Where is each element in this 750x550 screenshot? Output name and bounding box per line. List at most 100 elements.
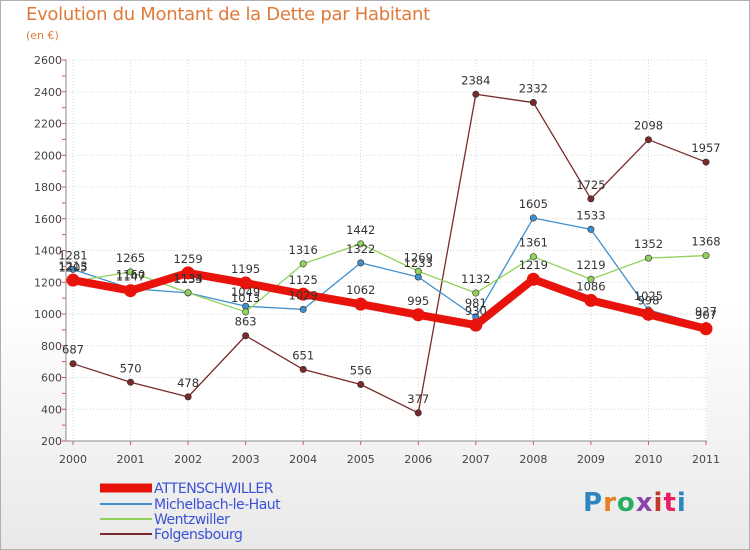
data-label-folgensbourg: 1725 (576, 178, 605, 192)
data-point-attenschwiller (526, 272, 540, 286)
data-point-wentzwiller (127, 268, 135, 276)
data-label-folgensbourg: 478 (177, 376, 199, 390)
y-tick-label: 1600 (34, 213, 62, 226)
data-point-wentzwiller (414, 267, 422, 275)
data-label-michelbach-le-haut: 1133 (173, 272, 202, 286)
data-label-wentzwiller: 1352 (634, 237, 663, 251)
data-label-folgensbourg: 2098 (634, 119, 663, 133)
data-point-folgensbourg (414, 409, 422, 417)
data-label-attenschwiller: 998 (637, 293, 659, 307)
x-tick-label: 2006 (404, 453, 432, 466)
data-point-michelbach-le-haut (529, 214, 537, 222)
data-label-folgensbourg: 1957 (691, 141, 720, 155)
data-point-attenschwiller (181, 266, 195, 280)
y-tick-label: 1200 (34, 276, 62, 289)
data-point-wentzwiller (644, 254, 652, 262)
data-label-attenschwiller: 1195 (231, 262, 260, 276)
data-point-wentzwiller (702, 252, 710, 260)
data-label-wentzwiller: 1361 (519, 236, 548, 250)
y-tick-label: 1400 (34, 245, 62, 258)
data-label-folgensbourg: 377 (407, 392, 429, 406)
data-label-wentzwiller: 1265 (116, 251, 145, 265)
chart-subtitle: (en €) (26, 29, 59, 42)
data-label-folgensbourg: 651 (292, 348, 314, 362)
x-tick-label: 2008 (519, 453, 547, 466)
data-label-michelbach-le-haut: 1049 (231, 285, 260, 299)
data-point-attenschwiller (469, 318, 483, 332)
data-label-attenschwiller: 1219 (519, 258, 548, 272)
y-tick-label: 1800 (34, 181, 62, 194)
data-point-folgensbourg (242, 332, 250, 340)
series-line-folgensbourg (72, 93, 707, 414)
data-label-wentzwiller: 1132 (461, 272, 490, 286)
series-line-michelbach-le-haut (72, 217, 707, 327)
data-label-wentzwiller: 1442 (346, 223, 375, 237)
data-label-michelbach-le-haut: 981 (465, 296, 487, 310)
y-tick-label: 2000 (34, 149, 62, 162)
data-point-folgensbourg (299, 365, 307, 373)
data-point-attenschwiller (239, 276, 253, 290)
data-point-wentzwiller (299, 260, 307, 268)
legend-label-wentzwiller: Wentzwiller (154, 512, 230, 528)
series-line-wentzwiller (72, 243, 707, 313)
series-line-attenschwiller (69, 268, 710, 333)
y-tick-label: 1000 (34, 308, 62, 321)
x-tick-label: 2009 (577, 453, 605, 466)
data-point-attenschwiller (296, 287, 310, 301)
data-point-wentzwiller (357, 240, 365, 248)
proxiti-logo: Proxiti (583, 488, 687, 518)
data-point-wentzwiller (587, 275, 595, 283)
data-label-attenschwiller: 1062 (346, 283, 375, 297)
data-point-attenschwiller (584, 293, 598, 307)
y-tick-label: 200 (41, 435, 62, 448)
data-point-folgensbourg (127, 378, 135, 386)
data-label-michelbach-le-haut: 1233 (404, 256, 433, 270)
data-point-wentzwiller (242, 308, 250, 316)
data-label-attenschwiller: 1125 (289, 273, 318, 287)
data-label-michelbach-le-haut: 927 (695, 305, 717, 319)
data-point-folgensbourg (472, 90, 480, 98)
data-label-folgensbourg: 556 (350, 363, 372, 377)
logo-letter: x (635, 488, 654, 518)
data-label-folgensbourg: 2384 (461, 73, 490, 87)
data-label-folgensbourg: 2332 (519, 82, 548, 96)
y-tick-label: 2400 (34, 86, 62, 99)
data-label-wentzwiller: 1269 (404, 250, 433, 264)
data-label-attenschwiller: 1259 (173, 252, 202, 266)
data-label-michelbach-le-haut: 1281 (58, 248, 87, 262)
data-point-folgensbourg (69, 360, 77, 368)
data-label-attenschwiller: 930 (465, 304, 487, 318)
legend-label-folgensbourg: Folgensbourg (154, 527, 242, 543)
data-point-folgensbourg (184, 393, 192, 401)
y-tick-label: 400 (41, 403, 62, 416)
legend-label-michelbach-le-haut: Michelbach-le-Haut (154, 497, 281, 513)
x-tick-label: 2000 (59, 453, 87, 466)
legend-label-attenschwiller: ATTENSCHWILLER (154, 481, 274, 497)
data-point-michelbach-le-haut (587, 225, 595, 233)
data-label-attenschwiller: 1213 (58, 259, 87, 273)
y-tick-label: 600 (41, 372, 62, 385)
data-point-attenschwiller (66, 273, 80, 287)
chart-title: Evolution du Montant de la Dette par Hab… (26, 4, 430, 25)
data-point-michelbach-le-haut (299, 305, 307, 313)
logo-letter: P (583, 488, 604, 518)
data-label-attenschwiller: 1086 (576, 279, 605, 293)
data-point-folgensbourg (529, 99, 537, 107)
data-label-wentzwiller: 1219 (576, 258, 605, 272)
data-label-wentzwiller: 1013 (231, 291, 260, 305)
data-label-attenschwiller: 995 (407, 294, 429, 308)
y-tick-label: 800 (41, 340, 62, 353)
data-point-wentzwiller (184, 289, 192, 297)
data-label-michelbach-le-haut: 1160 (116, 268, 145, 282)
data-point-wentzwiller (529, 253, 537, 261)
data-point-wentzwiller (472, 289, 480, 297)
data-label-attenschwiller: 907 (695, 308, 717, 322)
x-tick-label: 2001 (117, 453, 145, 466)
x-tick-label: 2010 (634, 453, 662, 466)
x-tick-label: 2003 (232, 453, 260, 466)
data-point-attenschwiller (411, 308, 425, 322)
data-label-folgensbourg: 863 (235, 315, 257, 329)
x-tick-label: 2011 (692, 453, 720, 466)
data-point-folgensbourg (587, 195, 595, 203)
